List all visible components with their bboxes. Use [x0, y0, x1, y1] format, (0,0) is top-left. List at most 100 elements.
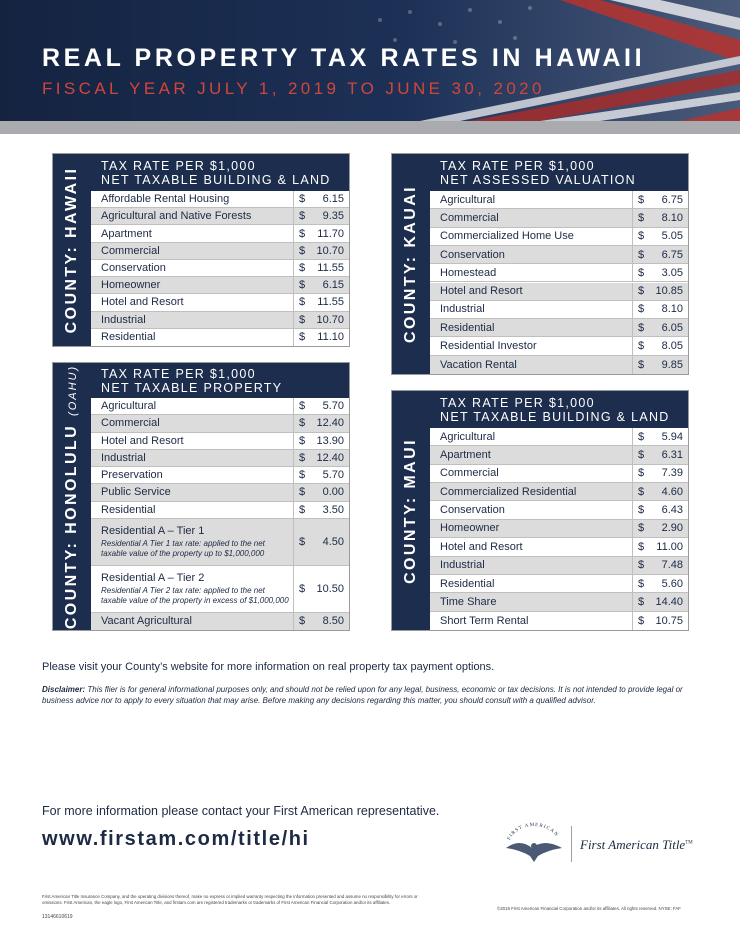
rate-name-cell: Apartment	[440, 446, 628, 463]
table-row: Public Service $0.00	[91, 484, 349, 502]
county-label: COUNTY: HAWAII	[53, 154, 91, 346]
currency: $	[299, 193, 306, 206]
rate-value: 9.85	[661, 358, 683, 371]
rate-name-cell: Residential	[101, 502, 289, 518]
disclaimer-text: This flier is for general informational …	[42, 685, 683, 705]
rate-value: 12.40	[316, 417, 344, 430]
rate-name: Time Share	[440, 595, 497, 608]
rate-name: Agricultural	[101, 400, 157, 413]
rate-name-cell: Public Service	[101, 484, 289, 500]
rate-name-cell: Residential	[101, 329, 289, 346]
rate-name: Vacation Rental	[440, 358, 517, 371]
currency: $	[638, 522, 645, 535]
table-row: Hotel and Resort $10.85	[430, 282, 688, 301]
county-table: COUNTY: KAUAI TAX RATE PER $1,000 NET ASSE…	[391, 153, 689, 375]
rate-value: 8.10	[661, 211, 683, 224]
column-divider	[632, 282, 633, 300]
rate-name: Residential A – Tier 1	[101, 524, 205, 537]
rate-value: 11.10	[317, 331, 344, 344]
table-row: Industrial $10.70	[91, 311, 349, 329]
rate-value: 4.50	[322, 535, 344, 548]
table-row: Residential $6.05	[430, 319, 688, 338]
county-name: COUNTY: MAUI	[402, 437, 419, 584]
table-row: Residential $5.60	[430, 574, 688, 594]
logo-divider	[571, 826, 572, 862]
currency: $	[638, 358, 645, 371]
rate-name-cell: Residential	[440, 319, 628, 336]
rate-name: Hotel and Resort	[440, 285, 523, 298]
rate-name: Conservation	[101, 261, 166, 274]
rate-value: 7.39	[661, 467, 683, 480]
rate-value: 2.90	[661, 522, 683, 535]
currency: $	[638, 266, 645, 279]
heading-line: NET TAXABLE BUILDING & LAND	[101, 172, 331, 187]
column-divider	[632, 337, 633, 355]
currency: $	[638, 467, 645, 480]
rate-value: 5.94	[661, 430, 683, 443]
title: REAL PROPERTY TAX RATES IN HAWAII	[42, 44, 646, 72]
table-row: Residential $3.50	[91, 501, 349, 519]
column-divider	[293, 518, 294, 565]
column-divider	[632, 519, 633, 538]
heading-line: TAX RATE PER $1,000	[101, 366, 256, 381]
rate-value: 14.40	[655, 595, 683, 608]
rate-name-cell: Homeowner	[440, 520, 628, 537]
logo-name: First American Title	[580, 837, 686, 852]
column-divider	[632, 355, 633, 374]
rate-name-cell: Conservation	[440, 501, 628, 518]
currency: $	[638, 449, 645, 462]
rate-name-cell: Time Share	[440, 593, 628, 610]
rate-value: 5.70	[322, 400, 344, 413]
column-divider	[632, 538, 633, 556]
eagle-logo: FIRST AMERICAN	[506, 823, 562, 862]
rate-name-cell: Agricultural	[440, 428, 628, 445]
table-row: Hotel and Resort $11.55	[91, 294, 349, 312]
logo-tm: TM	[685, 840, 693, 846]
rate-name-cell: Agricultural	[101, 398, 289, 414]
column-divider	[293, 259, 294, 277]
county-table: COUNTY: HONOLULU (OAHU) TAX RATE PER $1,00…	[52, 362, 350, 631]
table-heading: TAX RATE PER $1,000 NET TAXABLE PROPERTY	[91, 363, 349, 398]
rate-name-cell: Vacation Rental	[440, 356, 628, 374]
column-divider	[632, 227, 633, 245]
rate-value: 3.05	[661, 266, 683, 279]
column-divider	[293, 565, 294, 612]
rate-value: 6.15	[322, 193, 344, 206]
rate-name-cell: Industrial	[440, 557, 628, 574]
rate-name: Industrial	[101, 451, 146, 464]
column-divider	[293, 208, 294, 225]
currency: $	[299, 210, 306, 223]
currency: $	[638, 303, 645, 316]
rate-value: 12.40	[316, 451, 344, 464]
table-row: Agricultural $5.94	[430, 428, 688, 447]
currency: $	[299, 331, 306, 344]
column-divider	[632, 501, 633, 519]
column-divider	[632, 300, 633, 319]
table-row: Affordable Rental Housing $6.15	[91, 191, 349, 209]
rate-name: Apartment	[101, 227, 152, 240]
currency: $	[299, 451, 306, 464]
currency: $	[638, 540, 645, 553]
column-divider	[293, 311, 294, 328]
disclaimer: Disclaimer: This flier is for general in…	[42, 684, 702, 706]
rate-value: 7.48	[661, 559, 683, 572]
table-row: Industrial $7.48	[430, 556, 688, 575]
rate-name: Preservation	[101, 469, 163, 482]
rate-name-cell: Short Term Rental	[440, 612, 628, 630]
table-row: Residential A – Tier 2 Residential A Tier…	[91, 565, 349, 613]
rate-name: Residential	[440, 321, 495, 334]
rate-value: 10.85	[655, 285, 683, 298]
rate-value: 11.55	[317, 296, 344, 309]
column-divider	[632, 446, 633, 464]
rate-name: Homeowner	[101, 279, 161, 292]
currency: $	[638, 504, 645, 517]
rate-name: Residential A – Tier 2	[101, 571, 205, 584]
rate-name-cell: Hotel and Resort	[101, 294, 289, 310]
rate-name: Commercialized Home Use	[440, 230, 574, 243]
column-divider	[293, 484, 294, 501]
subtitle: FISCAL YEAR JULY 1, 2019 TO JUNE 30, 202…	[42, 79, 545, 98]
currency: $	[638, 614, 645, 627]
column-divider	[632, 245, 633, 264]
column-divider	[632, 428, 633, 446]
